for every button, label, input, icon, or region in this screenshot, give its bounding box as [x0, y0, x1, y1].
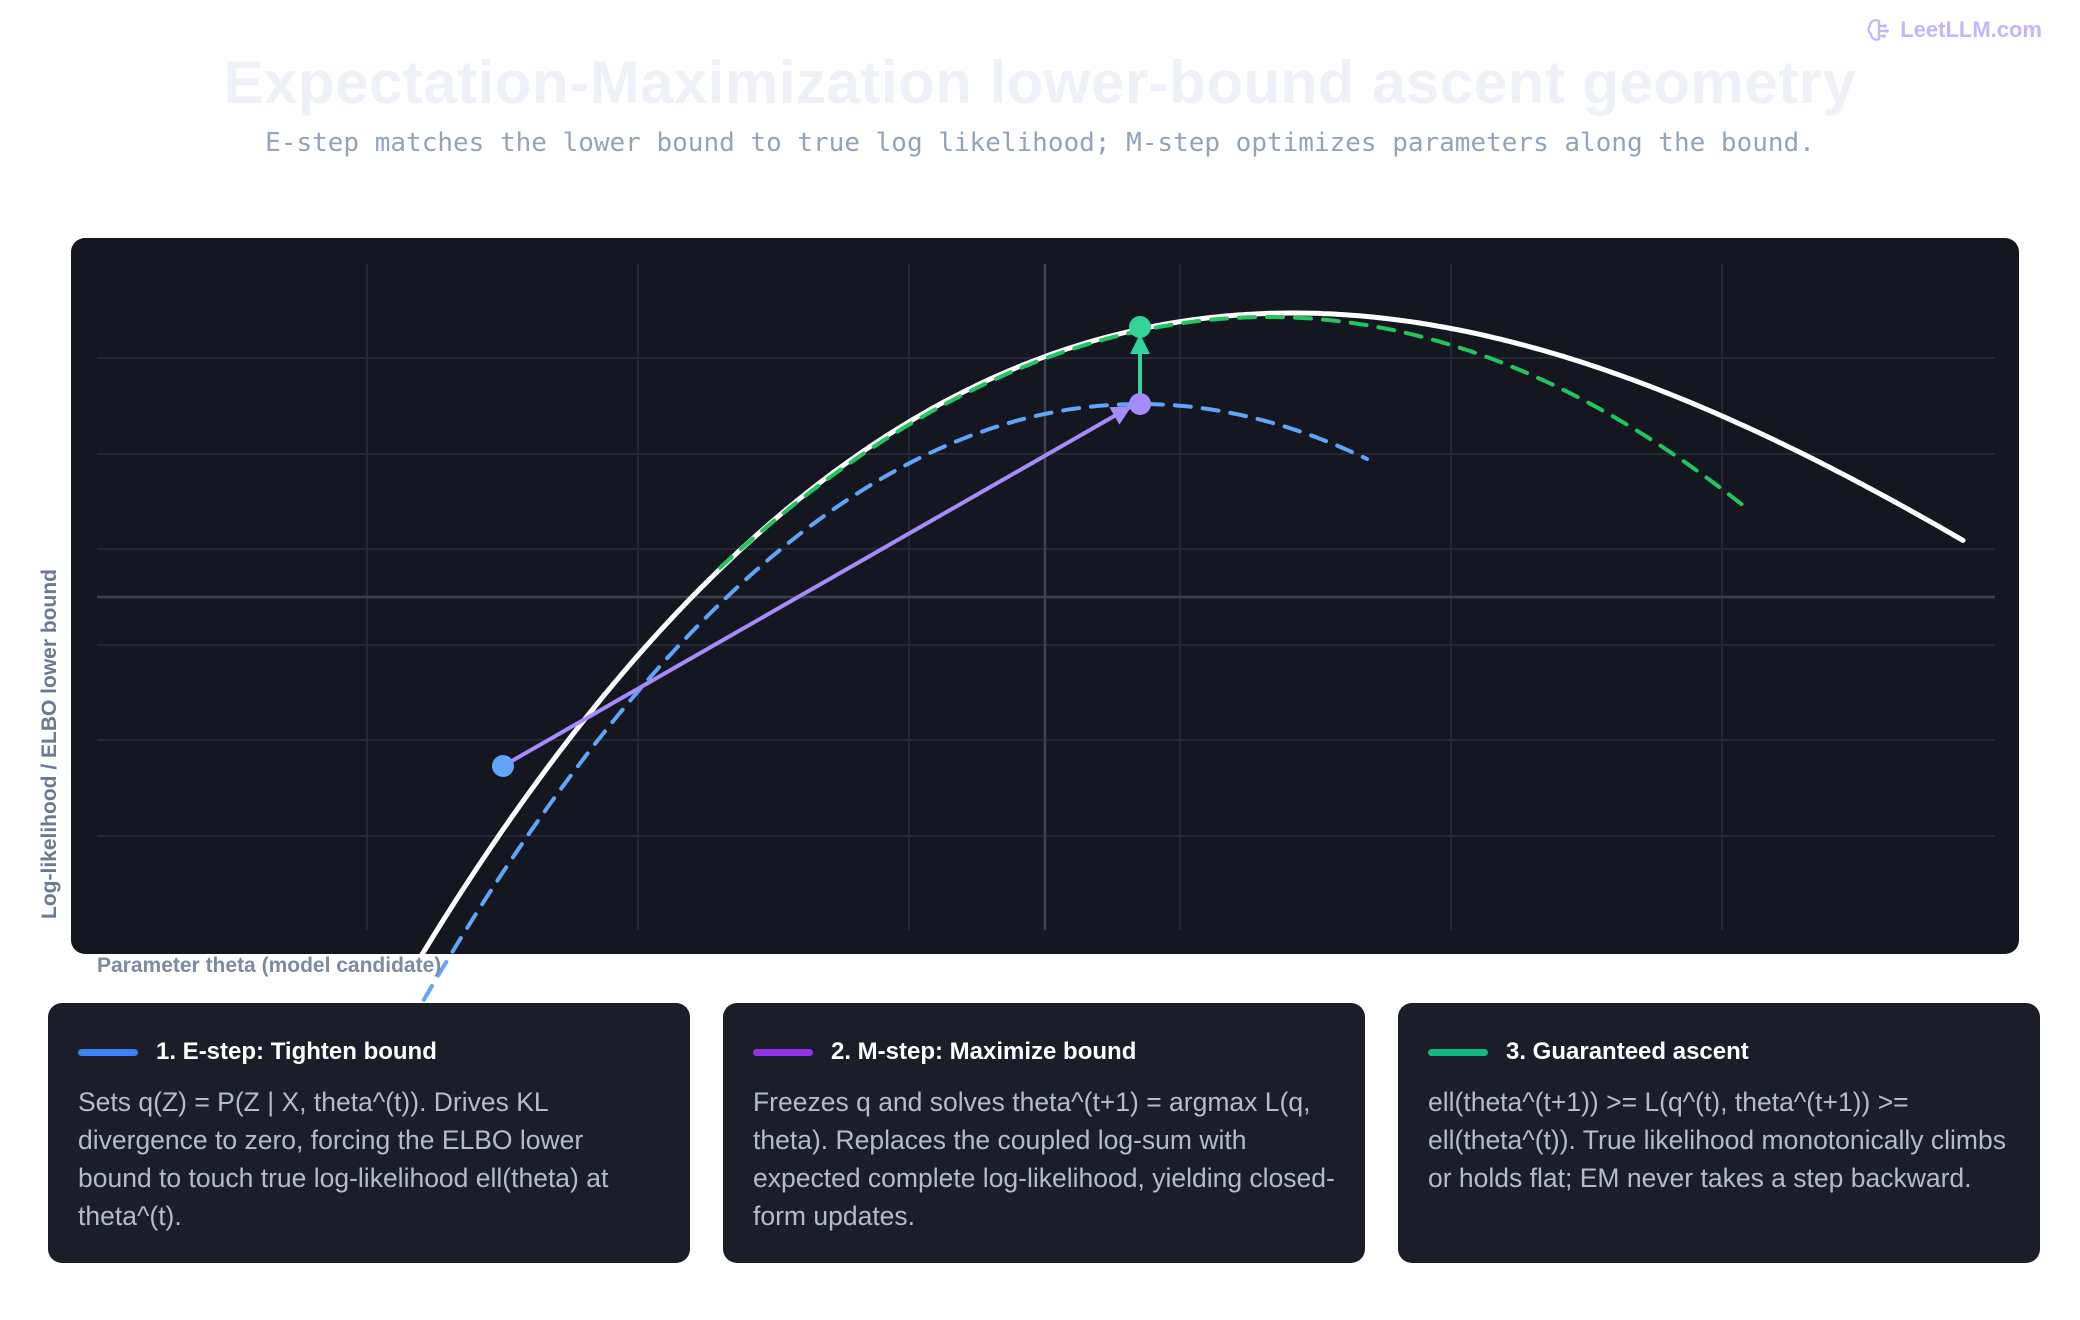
brain-logo-icon: [1867, 19, 1890, 41]
page-title: Expectation-Maximization lower-bound asc…: [223, 49, 1857, 116]
theta-t1-true-point: [1129, 316, 1151, 338]
brand-name: LeetLLM.com: [1900, 17, 2042, 42]
card-body: ell(theta^(t+1)) >= L(q^(t), theta^(t+1)…: [1428, 1087, 2006, 1193]
card-title: 3. Guaranteed ascent: [1506, 1038, 1749, 1065]
ascent-swatch: [1428, 1048, 1488, 1056]
m-step-arrow: [502, 405, 1132, 768]
e-step-swatch: [78, 1048, 138, 1056]
theta-t-point: [492, 755, 514, 777]
card-guaranteed-ascent: 3. Guaranteed ascent ell(theta^(t+1)) >=…: [1398, 1003, 2040, 1263]
lower-bound-curve-t1: [718, 315, 1750, 570]
x-axis-label: Parameter theta (model candidate): [97, 954, 442, 977]
card-m-step: 2. M-step: Maximize bound Freezes q and …: [723, 1003, 1365, 1263]
true-log-likelihood-curve: [340, 310, 1966, 1095]
lower-bound-curve-t: [341, 402, 1369, 1149]
m-step-swatch: [753, 1048, 813, 1056]
card-title: 1. E-step: Tighten bound: [156, 1038, 437, 1065]
y-axis-label: Log-likelihood / ELBO lower bound: [38, 569, 61, 919]
card-e-step: 1. E-step: Tighten bound Sets q(Z) = P(Z…: [48, 1003, 690, 1263]
card-body: Sets q(Z) = P(Z | X, theta^(t)). Drives …: [78, 1087, 609, 1231]
brand[interactable]: LeetLLM.com: [1866, 14, 2042, 46]
card-body: Freezes q and solves theta^(t+1) = argma…: [753, 1087, 1335, 1231]
card-title: 2. M-step: Maximize bound: [831, 1038, 1137, 1065]
theta-t1-bound-point: [1129, 393, 1151, 415]
page-subtitle: E-step matches the lower bound to true l…: [265, 128, 1815, 158]
